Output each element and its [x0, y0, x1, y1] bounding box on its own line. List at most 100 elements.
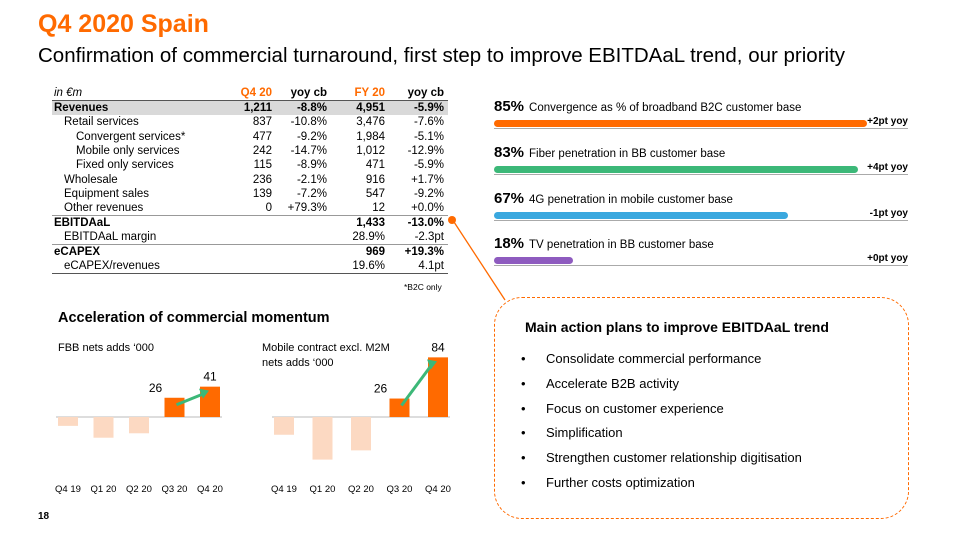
fy-yoy: -5.1% [413, 130, 444, 143]
fy-yoy: +0.0% [411, 202, 444, 215]
chart-data-label: 26 [149, 381, 163, 395]
row-label: Other revenues [64, 202, 144, 215]
chart-bar [129, 417, 149, 434]
kpi-divider [494, 128, 908, 129]
action-plan-item: • Focus on customer experience [521, 401, 802, 426]
page-title: Q4 2020 Spain [38, 10, 209, 38]
chart-category-label: Q4 19 [271, 484, 297, 495]
financial-table: in €m Q4 20 yoy cb FY 20 yoy cb Revenues… [52, 86, 448, 275]
row-label: Wholesale [64, 173, 118, 186]
fy-yoy: -9.2% [413, 188, 444, 201]
kpi-head: 18% TV penetration in BB customer base [494, 235, 908, 252]
chart-category-label: Q4 19 [55, 484, 81, 495]
chart-category-label: Q1 20 [310, 484, 336, 495]
kpi-divider [494, 220, 908, 221]
action-plan-text: Focus on customer experience [546, 400, 724, 416]
kpi-percent: 18% [494, 235, 525, 252]
kpi-divider [494, 174, 908, 175]
chart-category-label: Q3 20 [387, 484, 413, 495]
fy-yoy: +1.7% [411, 173, 444, 186]
table-row: Convergent services* 477 -9.2% 1,984 -5.1% [52, 129, 448, 143]
action-plan-text: Strengthen customer relationship digitis… [546, 450, 802, 466]
q4-value [230, 259, 276, 275]
action-plan-list: • Consolidate commercial performance • Acce… [521, 351, 802, 500]
row-label: Fixed only services [76, 159, 174, 172]
q4-value: 236 [252, 173, 272, 186]
q4-yoy [276, 244, 331, 260]
kpi-head: 83% Fiber penetration in BB customer base [494, 144, 908, 161]
q4-yoy: -7.2% [296, 188, 327, 201]
table-row: Retail services 837 -10.8% 3,476 -7.6% [52, 115, 448, 129]
chart-category-label: Q4 20 [425, 484, 451, 495]
fy-yoy: -13.0% [389, 215, 448, 231]
fy-value: 12 [372, 202, 385, 215]
table-row: Equipment sales 139 -7.2% 547 -9.2% [52, 187, 448, 201]
table-body: Revenues 1,211 -8.8% 4,951 -5.9% Retail servi… [52, 100, 448, 275]
fy-value: 1,433 [331, 215, 389, 231]
kpi-percent: 83% [494, 144, 525, 161]
q4-yoy: -10.8% [290, 116, 327, 129]
chart-category-label: Q3 20 [162, 484, 188, 495]
q4-value [230, 244, 276, 260]
bullet-icon: • [521, 375, 526, 391]
column-header-unit: in €m [52, 86, 230, 101]
fy-value: 28.9% [352, 231, 385, 244]
fy-value: 4,951 [331, 100, 389, 115]
table-row: EBITDAaL 1,433 -13.0% [52, 215, 448, 231]
table-row: eCAPEX/revenues 19.6% 4.1pt [52, 259, 448, 275]
q4-yoy: +79.3% [287, 202, 327, 215]
kpi-item: 85% Convergence as % of broadband B2C cus… [494, 98, 908, 132]
fy-yoy: -7.6% [413, 116, 444, 129]
fy-value: 19.6% [331, 259, 389, 275]
q4-yoy: -2.1% [296, 173, 327, 186]
momentum-title: Acceleration of commercial momentum [58, 310, 330, 326]
fy-yoy: 4.1pt [389, 259, 448, 275]
kpi-item: 67% 4G penetration in mobile customer bas… [494, 190, 908, 224]
row-label: Revenues [52, 100, 230, 115]
connector-line [453, 221, 506, 301]
column-header-fy: FY 20 [331, 86, 389, 101]
kpi-item: 83% Fiber penetration in BB customer base… [494, 144, 908, 178]
action-plan-item: • Simplification [521, 425, 802, 450]
row-label: Retail services [64, 116, 139, 129]
table-row: Mobile only services 242 -14.7% 1,012 -12.9% [52, 144, 448, 158]
kpi-head: 67% 4G penetration in mobile customer bas… [494, 190, 908, 207]
chart-data-label: 41 [203, 370, 217, 384]
column-header-q4: Q4 20 [230, 86, 276, 101]
q4-value: 242 [252, 144, 272, 157]
action-plan-item: • Further costs optimization [521, 475, 802, 500]
table-footnote: *B2C only [404, 282, 442, 292]
kpi-bar [494, 257, 573, 264]
q4-yoy: -8.8% [276, 100, 331, 115]
kpi-item: 18% TV penetration in BB customer base +0p… [494, 235, 908, 269]
kpi-label: 4G penetration in mobile customer base [529, 194, 733, 206]
table-row: Fixed only services 115 -8.9% 471 -5.9% [52, 158, 448, 172]
q4-yoy [276, 259, 331, 275]
q4-value [230, 215, 276, 231]
chart-bar [58, 417, 78, 426]
row-label: eCAPEX [52, 244, 230, 260]
chart-category-label: Q1 20 [91, 484, 117, 495]
table-row: Other revenues 0 +79.3% 12 +0.0% [52, 201, 448, 216]
mobile-chart-title-line2: nets adds ‘000 [262, 357, 334, 369]
trend-arrow-head [199, 388, 209, 399]
row-label: eCAPEX/revenues [52, 259, 230, 275]
fy-value: 471 [365, 159, 385, 172]
mobile-chart-title-line1: Mobile contract excl. M2M [262, 342, 390, 354]
kpi-label: Convergence as % of broadband B2C custom… [529, 102, 802, 114]
kpi-divider [494, 265, 908, 266]
q4-yoy [276, 215, 331, 231]
q4-value: 0 [265, 202, 272, 215]
fy-value: 1,984 [356, 130, 385, 143]
action-plan-text: Further costs optimization [546, 474, 695, 490]
kpi-yoy: +0pt yoy [867, 253, 908, 264]
trend-arrow-head [427, 359, 437, 370]
row-label: Convergent services* [76, 130, 186, 143]
fy-yoy: -5.9% [389, 100, 448, 115]
fy-value: 547 [365, 188, 385, 201]
q4-value: 1,211 [230, 100, 276, 115]
fy-value: 3,476 [356, 116, 385, 129]
q4-yoy: -9.2% [296, 130, 327, 143]
kpi-head: 85% Convergence as % of broadband B2C cus… [494, 98, 908, 115]
action-plan-box: Main action plans to improve EBITDAaL tr… [494, 297, 909, 519]
